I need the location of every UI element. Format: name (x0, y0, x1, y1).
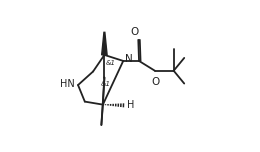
Text: O: O (152, 77, 160, 87)
Text: H: H (127, 100, 135, 110)
Text: N: N (125, 54, 133, 64)
Polygon shape (102, 32, 107, 55)
Text: &1: &1 (101, 81, 111, 86)
Text: O: O (131, 27, 139, 37)
Text: HN: HN (60, 79, 75, 89)
Text: &1: &1 (106, 60, 116, 66)
